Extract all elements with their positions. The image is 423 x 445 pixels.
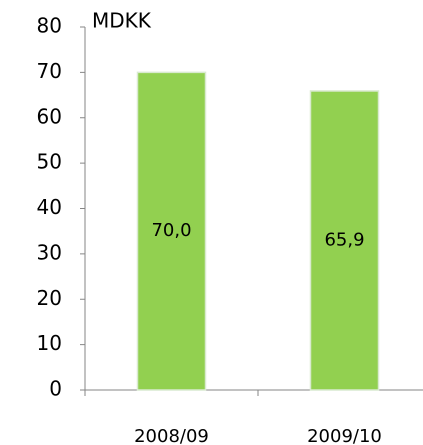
value-label: 65,9 <box>324 229 364 250</box>
y-tick-label: 40 <box>37 195 62 219</box>
y-tick-label: 20 <box>37 286 62 310</box>
y-axis-label: MDKK <box>92 9 152 33</box>
y-tick-label: 50 <box>37 150 62 174</box>
bar <box>136 71 207 391</box>
y-tick-label: 80 <box>37 14 62 38</box>
bar <box>309 90 380 391</box>
y-tick-label: 70 <box>37 59 62 83</box>
x-tick-label: 2009/10 <box>307 426 382 445</box>
x-tick-label: 2008/09 <box>134 426 209 445</box>
value-label: 70,0 <box>151 220 191 241</box>
y-tick-label: 30 <box>37 240 62 264</box>
y-tick-label: 60 <box>37 104 62 128</box>
y-tick-label: 0 <box>49 377 62 401</box>
y-tick-label: 10 <box>37 331 62 355</box>
